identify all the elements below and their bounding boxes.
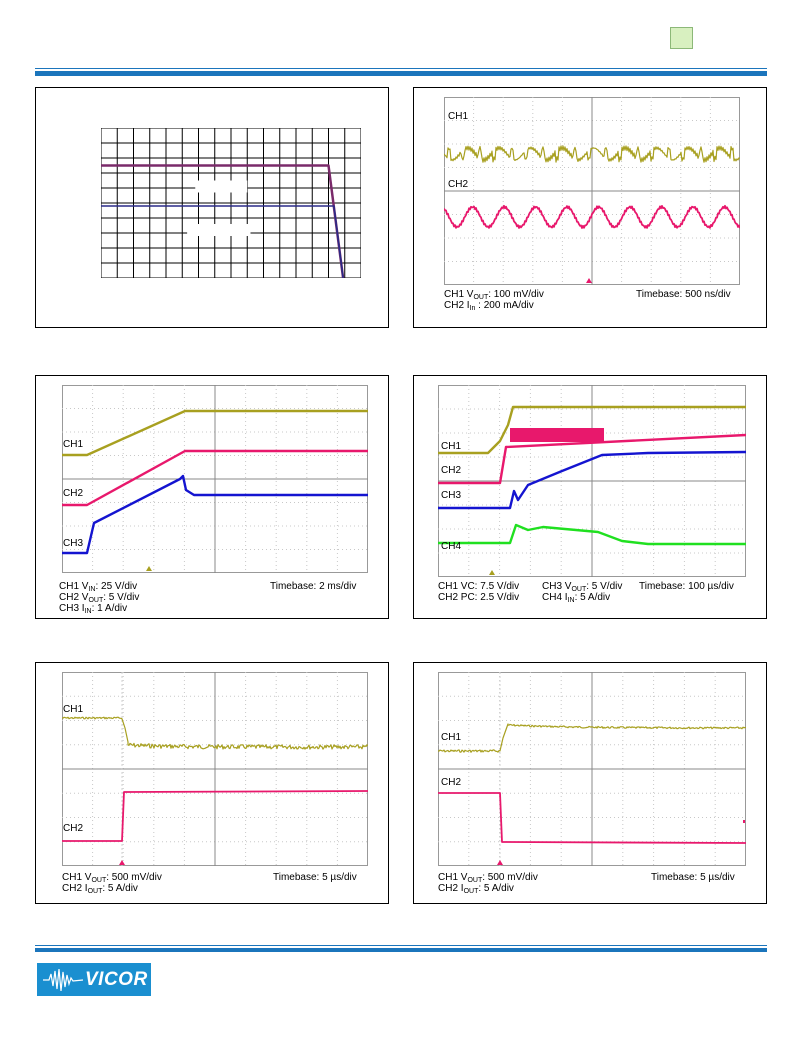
legend-mask — [195, 180, 248, 193]
ripple-ch2-label: CH2 — [448, 179, 469, 190]
logo-text: VICOR — [85, 969, 148, 990]
step-down-ch1-label: CH1 — [441, 732, 462, 743]
footer-rule-thick — [35, 948, 767, 952]
step-down-ch2-label: CH2 — [441, 777, 462, 788]
page-badge — [670, 27, 693, 49]
pc-ch2-label: CH2 — [441, 465, 462, 476]
pc-trace-ch4 — [438, 523, 746, 546]
ripple-ch1-label: CH1 — [448, 111, 469, 122]
pc-trace-ch2 — [438, 433, 746, 485]
pc-ch3-label: CH3 — [441, 490, 462, 501]
footer-rule-thin — [35, 945, 767, 946]
step-down-scope — [438, 672, 746, 866]
step-up-caption-ch2: CH2 IOUT: 5 A/div — [62, 883, 138, 895]
step-up-trace-ch2 — [62, 790, 368, 842]
startup-scope — [62, 385, 368, 573]
trigger-marker — [119, 860, 125, 865]
step-down-panel: CH1 CH2 CH1 VOUT: 500 mV/div Timebase: 5… — [413, 662, 767, 904]
step-up-trace-ch1 — [62, 716, 368, 750]
pc-startup-scope — [438, 385, 746, 577]
ripple-scope — [444, 97, 740, 285]
derating-panel — [35, 87, 389, 328]
startup-ch1-label: CH1 — [63, 439, 84, 450]
trigger-marker — [489, 570, 495, 575]
pc-startup-panel: CH1 CH2 CH3 CH4 CH1 VC: 7.5 V/div CH3 VO… — [413, 375, 767, 619]
step-up-ch1-label: CH1 — [63, 704, 84, 715]
ripple-timebase: Timebase: 500 ns/div — [636, 289, 731, 300]
startup-trace-ch2 — [62, 449, 368, 507]
startup-ch2-label: CH2 — [63, 488, 84, 499]
step-down-timebase: Timebase: 5 µs/div — [651, 872, 735, 883]
ripple-caption-ch2: CH2 IIn : 200 mA/div — [444, 300, 534, 312]
pc-ch4-label: CH4 — [441, 541, 462, 552]
step-down-caption-ch2: CH2 IOUT: 5 A/div — [438, 883, 514, 895]
startup-panel: CH1 CH2 CH3 CH1 VIN: 25 V/div Timebase: … — [35, 375, 389, 619]
derating-curve-2 — [101, 205, 344, 278]
pc-trace-ch1 — [438, 405, 746, 455]
ripple-trace-ch2 — [444, 204, 740, 229]
pc-caption-ch2: CH2 PC: 2.5 V/div — [438, 592, 520, 603]
startup-caption-ch3: CH3 IIN: 1 A/div — [59, 603, 128, 615]
trigger-marker — [497, 860, 503, 865]
startup-trace-ch1 — [62, 409, 368, 457]
pc-caption-ch4: CH4 IIN: 5 A/div — [542, 592, 611, 604]
startup-trace-ch3 — [62, 474, 368, 555]
step-up-scope — [62, 672, 368, 866]
pc-ch2-ringing — [510, 428, 604, 442]
startup-caption-ch2: CH2 VOUT: 5 V/div — [59, 592, 140, 604]
step-down-trace-ch2 — [438, 792, 746, 844]
header-rule-thin — [35, 68, 767, 69]
trigger-marker — [146, 566, 152, 571]
wave-icon — [43, 968, 83, 991]
pc-caption-ch3: CH3 VOUT: 5 V/div — [542, 581, 623, 593]
ripple-trace-ch1 — [444, 145, 740, 163]
derating-chart — [101, 128, 361, 278]
pc-caption-ch1: CH1 VC: 7.5 V/div — [438, 581, 520, 592]
vicor-logo: VICOR — [37, 963, 151, 996]
startup-caption-ch1: CH1 VIN: 25 V/div — [59, 581, 138, 593]
step-down-trace-ch1 — [438, 723, 746, 753]
startup-timebase: Timebase: 2 ms/div — [270, 581, 357, 592]
ripple-panel: CH1 CH2 CH1 VOUT: 100 mV/div Timebase: 5… — [413, 87, 767, 328]
step-down-caption-ch1: CH1 VOUT: 500 mV/div — [438, 872, 538, 884]
step-up-ch2-label: CH2 — [63, 823, 84, 834]
startup-ch3-label: CH3 — [63, 538, 84, 549]
header-rule-thick — [35, 71, 767, 76]
step-up-caption-ch1: CH1 VOUT: 500 mV/div — [62, 872, 162, 884]
pc-trace-ch3 — [438, 450, 746, 510]
ripple-caption-ch1: CH1 VOUT: 100 mV/div — [444, 289, 544, 301]
legend-mask — [187, 224, 251, 236]
pc-timebase: Timebase: 100 µs/div — [639, 581, 734, 592]
pc-ch1-label: CH1 — [441, 441, 462, 452]
step-up-panel: CH1 CH2 CH1 VOUT: 500 mV/div Timebase: 5… — [35, 662, 389, 904]
step-up-timebase: Timebase: 5 µs/div — [273, 872, 357, 883]
trigger-marker — [586, 278, 592, 283]
edge-marker — [743, 820, 745, 823]
